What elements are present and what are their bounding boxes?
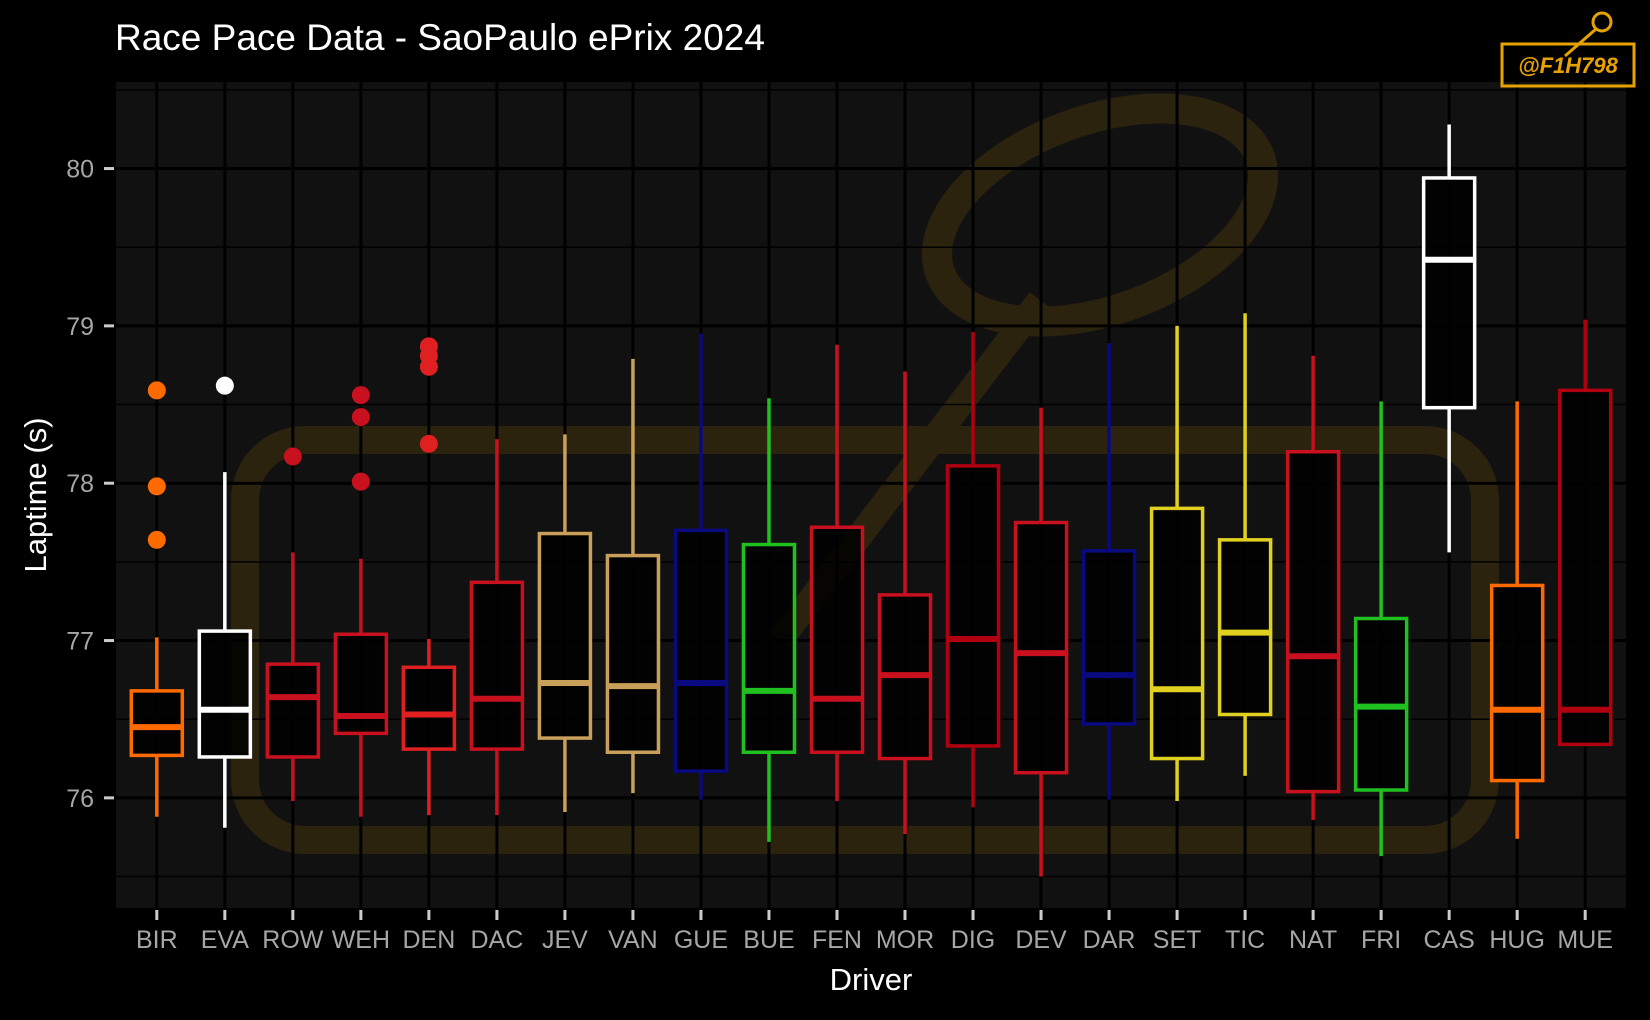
- iqr-box: [741, 542, 797, 754]
- iqr-box: [197, 629, 253, 759]
- outlier-point: [215, 376, 234, 395]
- x-tick-label: VAN: [608, 926, 658, 954]
- box-bir: [129, 381, 185, 817]
- outlier-point: [419, 337, 438, 356]
- iqr-box: [1421, 176, 1477, 410]
- box-mue: [1557, 319, 1613, 747]
- x-tick-label: HUG: [1489, 926, 1545, 954]
- x-tick-label: MOR: [876, 926, 934, 954]
- x-tick-label: DAR: [1083, 926, 1136, 954]
- box-gue: [673, 333, 729, 800]
- box-weh: [333, 386, 389, 817]
- iqr-box: [1285, 449, 1341, 794]
- box-dig: [945, 332, 1001, 808]
- x-tick-label: ROW: [262, 926, 324, 954]
- y-axis-title: Laptime (s): [18, 417, 53, 572]
- box-jev: [537, 434, 593, 813]
- outlier-point: [351, 408, 370, 427]
- iqr-box: [945, 464, 1001, 748]
- logo-key-icon: [1591, 11, 1613, 33]
- x-axis-title: Driver: [830, 962, 913, 997]
- y-tick-label: 79: [66, 313, 94, 341]
- x-tick-label: BIR: [136, 926, 178, 954]
- iqr-box: [469, 580, 525, 751]
- iqr-box: [537, 531, 593, 740]
- x-tick-label: MUE: [1557, 926, 1613, 954]
- iqr-box: [673, 528, 729, 773]
- chart-title: Race Pace Data - SaoPaulo ePrix 2024: [115, 17, 765, 58]
- box-den: [401, 337, 457, 816]
- iqr-box: [1149, 506, 1205, 761]
- outlier-point: [147, 477, 166, 496]
- author-logo: @F1H798: [1500, 11, 1636, 88]
- box-dac: [469, 439, 525, 816]
- box-row: [265, 447, 321, 802]
- box-eva: [197, 376, 253, 828]
- box-set: [1149, 325, 1205, 802]
- x-axis: BIR EVA ROW WEH DEN DAC JEV VAN GUE BUE FEN MOR DIG D…: [136, 910, 1613, 954]
- box-bue: [741, 398, 797, 842]
- outlier-point: [351, 386, 370, 405]
- outlier-point: [419, 434, 438, 453]
- x-tick-label: SET: [1153, 926, 1202, 954]
- outlier-point: [283, 447, 302, 466]
- x-tick-label: FEN: [812, 926, 862, 954]
- iqr-box: [1013, 520, 1069, 775]
- box-fen: [809, 344, 865, 802]
- y-tick-label: 78: [66, 470, 94, 498]
- box-cas: [1421, 124, 1477, 553]
- x-tick-label: EVA: [201, 926, 249, 954]
- x-tick-label: DIG: [951, 926, 995, 954]
- iqr-box: [1557, 388, 1613, 747]
- iqr-box: [809, 525, 865, 754]
- x-tick-label: DEV: [1015, 926, 1067, 954]
- outlier-point: [147, 530, 166, 549]
- x-tick-label: DAC: [471, 926, 524, 954]
- x-tick-label: DEN: [402, 926, 455, 954]
- logo-text: @F1H798: [1518, 53, 1618, 78]
- iqr-box: [605, 553, 661, 754]
- box-mor: [877, 371, 933, 835]
- box-tic: [1217, 313, 1273, 776]
- box-nat: [1285, 355, 1341, 820]
- x-tick-label: BUE: [743, 926, 794, 954]
- outlier-point: [351, 472, 370, 491]
- box-dar: [1081, 343, 1137, 800]
- iqr-box: [1489, 583, 1545, 783]
- x-tick-label: NAT: [1289, 926, 1337, 954]
- logo-frame: [1500, 42, 1636, 88]
- box-dev: [1013, 407, 1069, 877]
- iqr-box: [1217, 538, 1273, 717]
- y-tick-label: 77: [66, 628, 94, 656]
- x-tick-label: FRI: [1361, 926, 1401, 954]
- x-tick-label: TIC: [1225, 926, 1265, 954]
- iqr-box: [129, 689, 185, 758]
- x-tick-label: GUE: [674, 926, 728, 954]
- y-axis: 76 77 78 79 80: [66, 156, 114, 813]
- box-hug: [1489, 401, 1545, 839]
- box-van: [605, 358, 661, 794]
- y-tick-label: 76: [66, 785, 94, 813]
- iqr-box: [265, 662, 321, 759]
- x-tick-label: CAS: [1423, 926, 1474, 954]
- x-tick-label: JEV: [542, 926, 588, 954]
- box-fri: [1353, 401, 1409, 857]
- y-tick-label: 80: [66, 156, 94, 184]
- iqr-box: [1081, 549, 1137, 726]
- outlier-point: [147, 381, 166, 400]
- box-series: [129, 124, 1613, 877]
- iqr-box: [401, 665, 457, 751]
- x-tick-label: WEH: [332, 926, 390, 954]
